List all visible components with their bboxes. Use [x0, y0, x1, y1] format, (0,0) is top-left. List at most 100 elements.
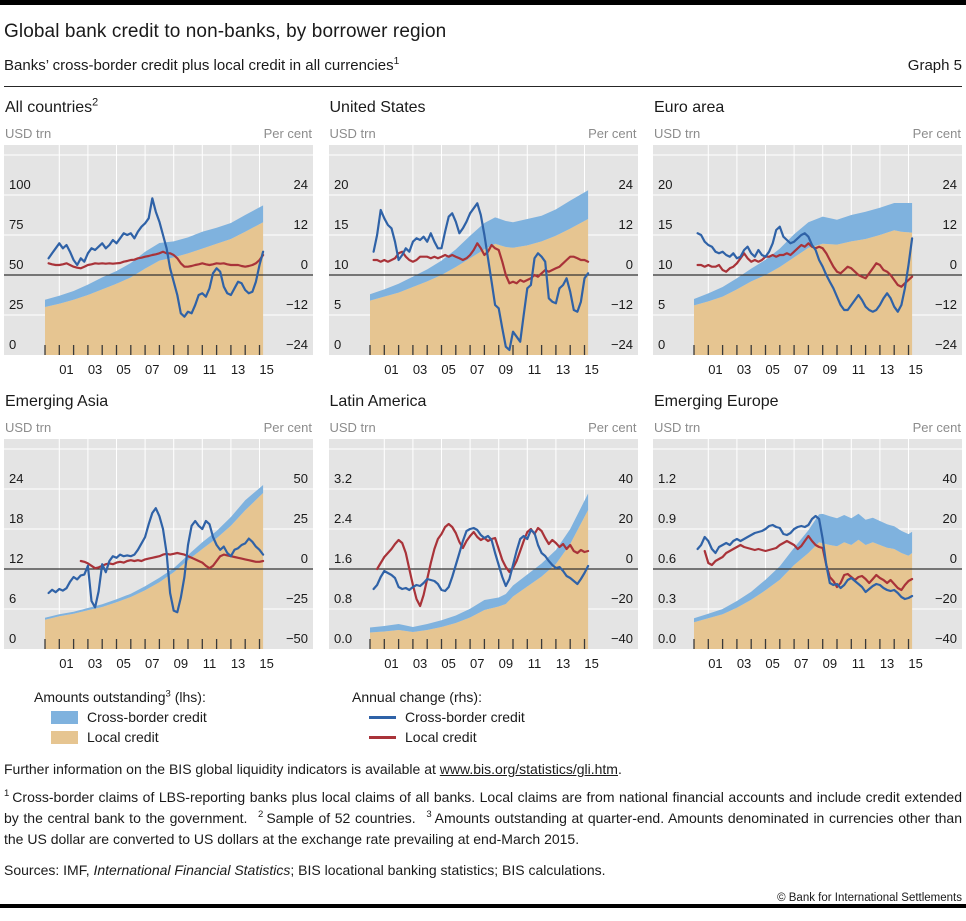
right-tick-label: −12 — [286, 297, 308, 312]
x-tick-label: 03 — [88, 362, 102, 377]
left-tick-label: 15 — [334, 217, 348, 232]
legend-item-local-area: Local credit — [51, 729, 352, 745]
axis-units-row: USD trn Per cent — [653, 126, 962, 141]
right-tick-label: 0 — [625, 257, 632, 272]
right-tick-label: 24 — [943, 177, 957, 192]
left-tick-label: 0 — [334, 337, 341, 352]
chart-panel-4: Emerging Asia USD trn Per cent 0 6 12 18 24 −50 −… — [4, 391, 313, 679]
right-tick-label: 20 — [618, 511, 632, 526]
left-tick-label: 2.4 — [334, 511, 352, 526]
x-tick-label: 05 — [765, 362, 779, 377]
bottom-rule-bar — [0, 904, 966, 908]
panel-plot: 0.0 0.8 1.6 2.4 3.2 −40 −20 0 20 40 01 03 05 07 09 11 13… — [328, 439, 638, 671]
x-tick-label: 07 — [794, 656, 808, 671]
left-tick-label: 20 — [658, 177, 672, 192]
footnote-2: 2 Sample of 52 countries. — [258, 809, 416, 826]
x-tick-label: 05 — [441, 656, 455, 671]
x-tick-label: 11 — [852, 656, 866, 671]
legend-changes-title: Annual change (rhs): — [352, 689, 482, 705]
x-tick-label: 09 — [174, 656, 188, 671]
sources-journal: International Financial Statistics — [93, 862, 291, 878]
right-tick-label: −40 — [610, 631, 632, 646]
right-tick-label: −25 — [286, 591, 308, 606]
chart-panel-1: All countries2 USD trn Per cent 0 25 50 75 100 −… — [4, 97, 313, 385]
chart-grid: All countries2 USD trn Per cent 0 25 50 75 100−… — [4, 97, 962, 679]
x-tick-label: 03 — [412, 656, 426, 671]
subtitle-footnote-ref: 1 — [393, 56, 400, 67]
x-tick-label: 09 — [823, 656, 837, 671]
panel-plot: 0 25 50 75 100 −24 −12 0 12 24 01 03 05 07 09 11 13 15 — [4, 145, 313, 377]
header: Global bank credit to non-banks, by borr… — [4, 5, 962, 87]
right-tick-label: −12 — [935, 297, 957, 312]
x-tick-label: 09 — [823, 362, 837, 377]
left-tick-label: 0.0 — [658, 631, 676, 646]
x-tick-label: 11 — [203, 656, 217, 671]
sources-line: Sources: IMF, International Financial St… — [4, 862, 606, 878]
x-tick-label: 15 — [584, 656, 598, 671]
right-tick-label: −20 — [610, 591, 632, 606]
x-tick-label: 05 — [765, 656, 779, 671]
right-tick-label: 0 — [625, 551, 632, 566]
x-tick-label: 13 — [555, 656, 569, 671]
left-tick-label: 0.8 — [334, 591, 352, 606]
x-tick-label: 07 — [470, 656, 484, 671]
right-tick-label: 0 — [950, 551, 957, 566]
x-tick-label: 09 — [498, 362, 512, 377]
x-tick-label: 13 — [231, 362, 245, 377]
legend-item-cross-border-area: Cross-border credit — [51, 709, 352, 725]
panel-title: Emerging Europe — [654, 393, 779, 410]
x-tick-label: 13 — [880, 656, 894, 671]
left-tick-label: 5 — [658, 297, 665, 312]
left-axis-unit: USD trn — [329, 420, 376, 435]
page-title: Global bank credit to non-banks, by borr… — [4, 21, 447, 42]
axis-units-row: USD trn Per cent — [329, 420, 638, 435]
right-tick-label: −24 — [286, 337, 308, 352]
gli-link[interactable]: www.bis.org/statistics/gli.htm — [439, 761, 618, 777]
left-axis-unit: USD trn — [5, 420, 52, 435]
right-tick-label: 20 — [943, 511, 957, 526]
right-tick-label: −40 — [935, 631, 957, 646]
right-tick-label: −50 — [286, 631, 308, 646]
right-tick-label: −20 — [935, 591, 957, 606]
left-tick-label: 0.0 — [334, 631, 352, 646]
x-tick-label: 01 — [59, 656, 73, 671]
left-tick-label: 18 — [9, 511, 23, 526]
x-tick-label: 15 — [908, 362, 922, 377]
left-tick-label: 10 — [334, 257, 348, 272]
left-tick-label: 20 — [334, 177, 348, 192]
left-tick-label: 0.6 — [658, 551, 676, 566]
local-line-swatch — [369, 735, 396, 739]
x-tick-label: 13 — [555, 362, 569, 377]
x-tick-label: 13 — [231, 656, 245, 671]
x-tick-label: 03 — [412, 362, 426, 377]
axis-units-row: USD trn Per cent — [329, 126, 638, 141]
x-tick-label: 07 — [470, 362, 484, 377]
left-axis-unit: USD trn — [654, 420, 701, 435]
right-tick-label: 0 — [301, 257, 308, 272]
x-tick-label: 11 — [527, 362, 541, 377]
left-tick-label: 1.2 — [658, 471, 676, 486]
right-tick-label: 24 — [294, 177, 308, 192]
left-tick-label: 100 — [9, 177, 31, 192]
footnote-3: 3 Amounts outstanding at quarter-end. Amo… — [4, 809, 962, 847]
chart-panel-3: Euro area USD trn Per cent 0 5 10 15 20 −24 −12 0 1… — [653, 97, 962, 385]
chart-panel-5: Latin America USD trn Per cent 0.0 0.8 1.6 2.4… — [328, 391, 638, 679]
left-tick-label: 0 — [658, 337, 665, 352]
x-tick-label: 07 — [794, 362, 808, 377]
right-axis-unit: Per cent — [588, 420, 637, 435]
footnotes: 1 Cross-border claims of LBS-reporting ba… — [4, 787, 962, 850]
right-tick-label: −24 — [610, 337, 632, 352]
left-tick-label: 24 — [9, 471, 23, 486]
x-tick-label: 07 — [145, 362, 159, 377]
page: Global bank credit to non-banks, by borr… — [0, 5, 966, 904]
right-tick-label: 50 — [294, 471, 308, 486]
panel-title: All countries2 — [5, 96, 99, 116]
left-axis-unit: USD trn — [329, 126, 376, 141]
local-area-swatch — [51, 730, 78, 744]
x-tick-label: 05 — [116, 656, 130, 671]
legend-amounts-title: Amounts outstanding3 (lhs): — [34, 688, 206, 705]
axis-units-row: USD trn Per cent — [4, 420, 313, 435]
left-tick-label: 3.2 — [334, 471, 352, 486]
panel-title: Latin America — [329, 393, 427, 410]
subtitle: Banks’ cross-border credit plus local cr… — [4, 56, 400, 74]
